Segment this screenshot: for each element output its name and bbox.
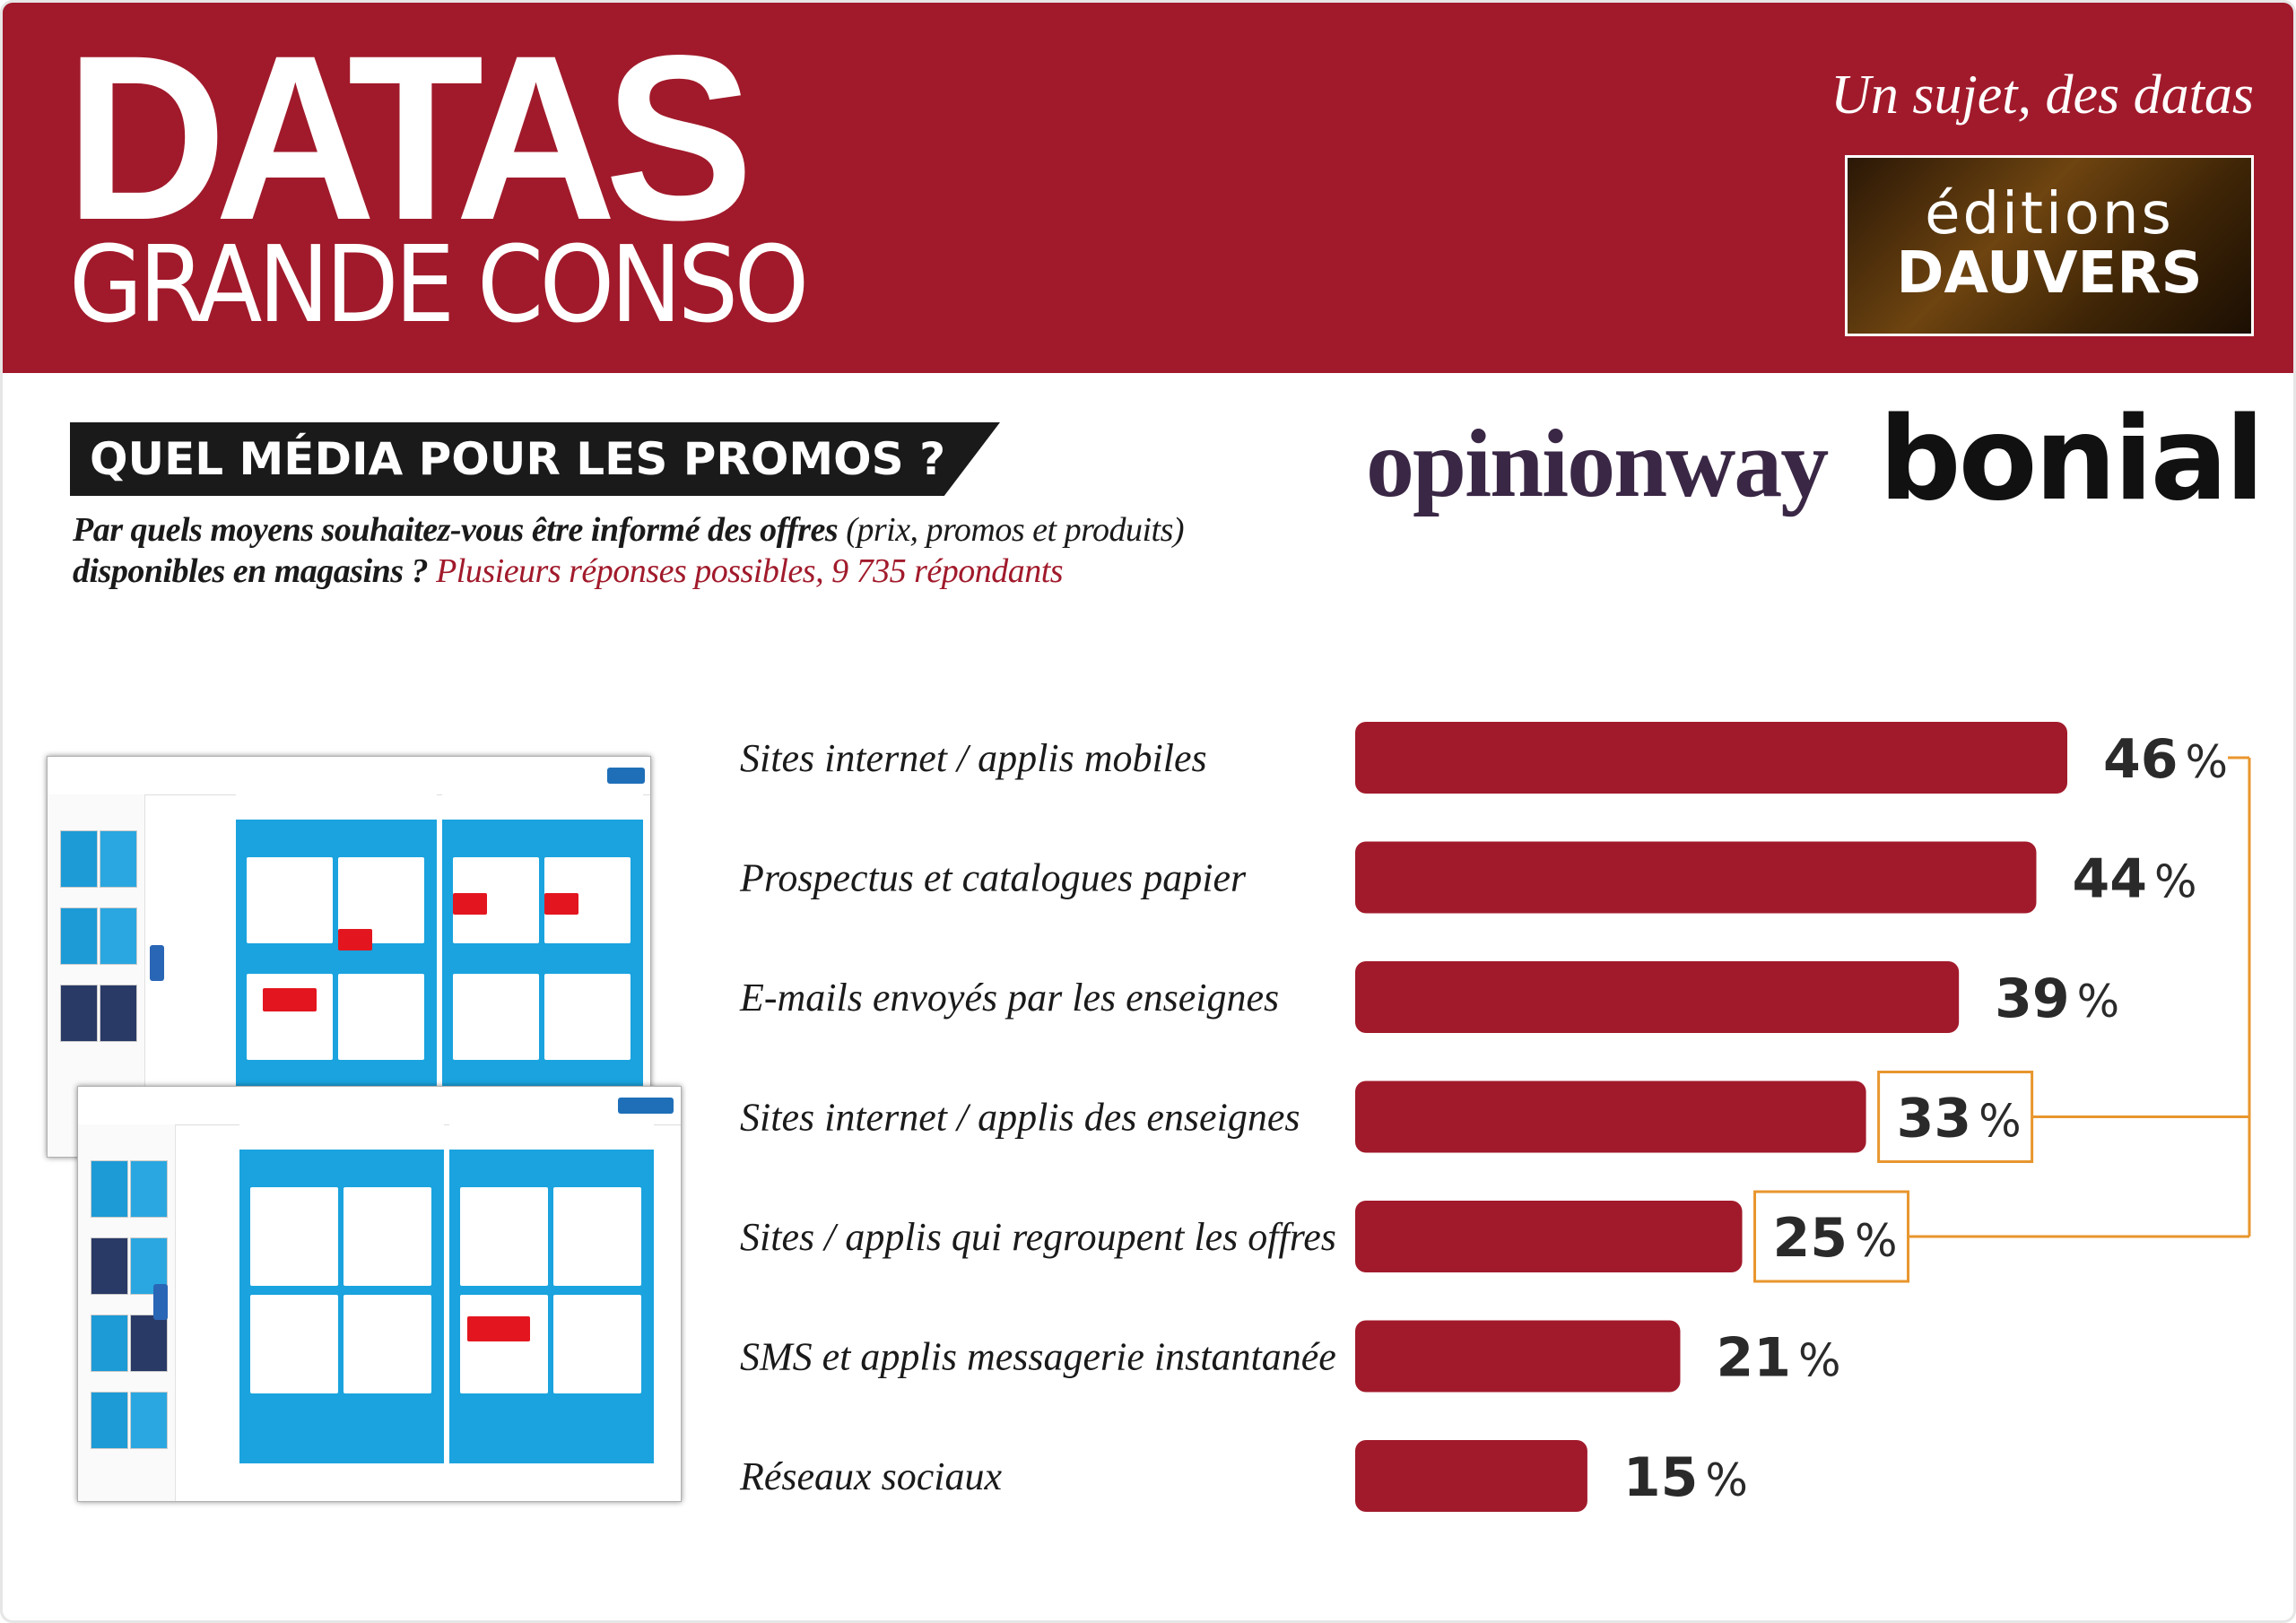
product-tile-icon	[544, 974, 631, 1060]
bar	[1355, 1201, 1743, 1272]
value-unit: %	[2154, 856, 2197, 908]
catalogue-button-icon	[607, 768, 645, 784]
page-thumb-icon	[91, 1160, 128, 1218]
page-thumb-icon	[100, 985, 137, 1042]
category-label: E-mails envoyés par les enseignes	[739, 976, 1279, 1020]
section-title: QUEL MÉDIA POUR LES PROMOS ?	[90, 433, 946, 485]
bar-chart: Sites internet / applis mobiles 46 % Prospe…	[739, 722, 2251, 1512]
product-tile-icon	[338, 974, 424, 1060]
value-unit: %	[1979, 1096, 2022, 1148]
page-header	[449, 1124, 654, 1150]
tagline: Un sujet, des datas	[1831, 65, 2254, 126]
page-thumb-icon	[130, 1392, 168, 1449]
page-thumb-icon	[100, 907, 137, 965]
page-thumb-icon	[60, 907, 98, 965]
promo-badge-icon	[263, 988, 317, 1011]
value-number: 15	[1623, 1446, 1699, 1509]
question-note: Plusieurs réponses possibles, 9 735 répo…	[428, 552, 1064, 590]
question-paren: (prix, promos et produits)	[838, 511, 1185, 549]
value-label: 21%	[1716, 1327, 1840, 1390]
survey-question: Par quels moyens souhaitez-vous être inf…	[73, 509, 1239, 592]
value-label: 33%	[1897, 1088, 2022, 1150]
value-number: 33	[1897, 1088, 1972, 1150]
bar	[1355, 722, 2067, 794]
flyer-page-left	[239, 1124, 444, 1463]
page-thumb-icon	[60, 830, 98, 888]
flyer-screenshot-front	[77, 1086, 682, 1502]
value-unit: %	[1705, 1454, 1748, 1506]
prev-page-icon	[153, 1284, 168, 1320]
value-unit: %	[1798, 1335, 1841, 1387]
category-label: Réseaux sociaux	[739, 1454, 1002, 1498]
page-thumb-icon	[91, 1315, 128, 1372]
catalogue-button-icon	[618, 1098, 674, 1114]
product-tile-icon	[247, 857, 333, 943]
flyer-page-right	[449, 1124, 654, 1463]
promo-badge-icon	[544, 893, 578, 915]
brand-subtitle: GRANDE CONSO	[69, 222, 809, 346]
value-unit: %	[2186, 736, 2229, 788]
publisher-logo: éditions DAUVERS	[1845, 155, 2254, 336]
product-tile-icon	[250, 1187, 338, 1286]
product-tile-icon	[250, 1295, 338, 1393]
bar	[1355, 961, 1960, 1033]
bar	[1355, 1440, 1587, 1512]
promo-badge-icon	[453, 893, 487, 915]
value-unit: %	[2077, 976, 2120, 1028]
header-band: DATAS GRANDE CONSO Un sujet, des datas é…	[3, 3, 2293, 373]
value-label: 44%	[2072, 848, 2196, 911]
category-label: Prospectus et catalogues papier	[739, 856, 1247, 900]
value-label: 15%	[1623, 1446, 1748, 1509]
category-label: Sites internet / applis mobiles	[740, 736, 1207, 780]
page-thumb-icon	[130, 1160, 168, 1218]
bar	[1355, 1320, 1681, 1393]
category-label: SMS et applis messagerie instantanée	[740, 1335, 1336, 1379]
section-title-band: QUEL MÉDIA POUR LES PROMOS ?	[70, 422, 1000, 496]
page-header	[239, 1124, 444, 1150]
value-label: 46%	[2103, 728, 2228, 791]
value-number: 44	[2072, 848, 2147, 911]
question-main-2: disponibles en magasins ?	[73, 552, 429, 590]
product-tile-icon	[460, 1187, 548, 1286]
value-label: 39%	[1995, 968, 2119, 1030]
bonial-logo: bonial	[1879, 393, 2265, 526]
product-tile-icon	[553, 1187, 641, 1286]
page-header	[236, 794, 437, 820]
value-number: 21	[1716, 1327, 1791, 1390]
page-thumb-icon	[60, 985, 98, 1042]
value-label: 25%	[1773, 1207, 1898, 1270]
category-label: Sites internet / applis des enseignes	[740, 1096, 1300, 1140]
publisher-line1: éditions	[1925, 181, 2174, 247]
product-tile-icon	[453, 974, 539, 1060]
product-tile-icon	[553, 1295, 641, 1393]
value-number: 46	[2103, 728, 2179, 791]
opinionway-logo: opinionway	[1366, 411, 1829, 517]
page-header	[442, 794, 643, 820]
prev-page-icon	[150, 945, 164, 981]
product-tile-icon	[344, 1187, 431, 1286]
mock-sidebar	[78, 1124, 176, 1501]
bar	[1355, 1081, 1866, 1153]
value-number: 39	[1995, 968, 2070, 1030]
product-tile-icon	[344, 1295, 431, 1393]
bar	[1355, 841, 2037, 914]
promo-badge-icon	[467, 1316, 530, 1341]
publisher-line2: DAUVERS	[1896, 240, 2203, 307]
page-thumb-icon	[91, 1392, 128, 1449]
promo-badge-icon	[338, 929, 372, 950]
page-thumb-icon	[100, 830, 137, 888]
product-tile-icon	[460, 1295, 548, 1393]
category-label: Sites / applis qui regroupent les offres	[740, 1215, 1336, 1259]
value-unit: %	[1855, 1215, 1898, 1267]
page-thumb-icon	[91, 1237, 128, 1295]
value-number: 25	[1773, 1207, 1848, 1270]
question-main-1: Par quels moyens souhaitez-vous être inf…	[73, 511, 839, 549]
page-thumb-icon	[130, 1315, 168, 1372]
brand-title: DATAS	[65, 6, 753, 269]
